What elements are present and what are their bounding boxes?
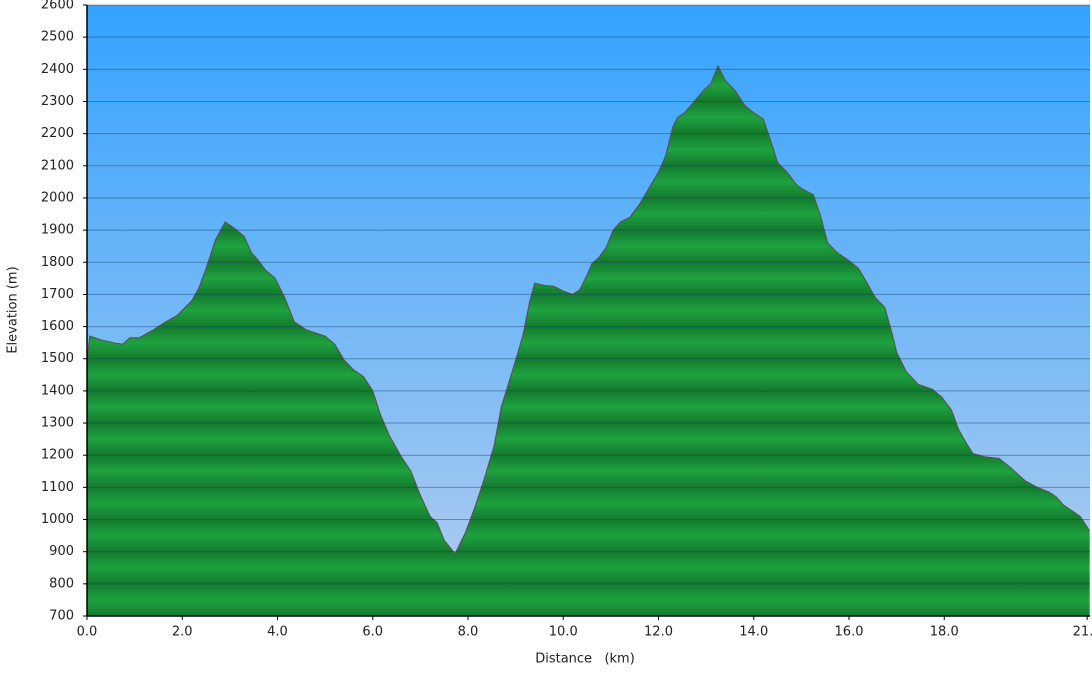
y-tick-label: 1600 (41, 319, 74, 334)
x-tick-label: 14.0 (739, 625, 768, 640)
x-tick-label: 10.0 (549, 625, 578, 640)
x-tick-label: 2.0 (172, 625, 193, 640)
elevation-line (86, 64, 1091, 556)
y-tick-label: 1900 (41, 223, 74, 238)
elevation-area (87, 66, 1090, 617)
y-tick-label: 2400 (41, 62, 74, 77)
x-axis-label: Distance (km) (535, 652, 635, 667)
x-tick-label: 18.0 (930, 625, 959, 640)
y-tick-label: 800 (49, 576, 74, 591)
x-tick-label: 6.0 (362, 625, 383, 640)
y-tick-label: 1500 (41, 351, 74, 366)
y-tick-label: 2600 (41, 0, 74, 13)
x-tick-label: 4.0 (267, 625, 288, 640)
y-tick-label: 900 (49, 544, 74, 559)
x-tick-label: 8.0 (458, 625, 479, 640)
y-tick-label: 1300 (41, 416, 74, 431)
y-tick-label: 2100 (41, 158, 74, 173)
y-tick-label: 1200 (41, 448, 74, 463)
x-tick-label: 12.0 (644, 625, 673, 640)
y-tick-label: 1100 (41, 480, 74, 495)
y-tick-label: 700 (49, 609, 74, 624)
y-axis-label: Elevation (m) (6, 266, 21, 353)
y-tick-label: 1700 (41, 287, 74, 302)
y-tick-label: 2500 (41, 30, 74, 45)
y-tick-label: 2300 (41, 94, 74, 109)
x-tick-label: 0.0 (77, 625, 98, 640)
y-tick-label: 1400 (41, 383, 74, 398)
y-tick-label: 2000 (41, 190, 74, 205)
y-tick-label: 2200 (41, 126, 74, 141)
x-tick-label: 21.0 (1073, 625, 1092, 640)
y-tick-label: 1000 (41, 512, 74, 527)
x-tick-label: 16.0 (835, 625, 864, 640)
y-tick-label: 1800 (41, 255, 74, 270)
